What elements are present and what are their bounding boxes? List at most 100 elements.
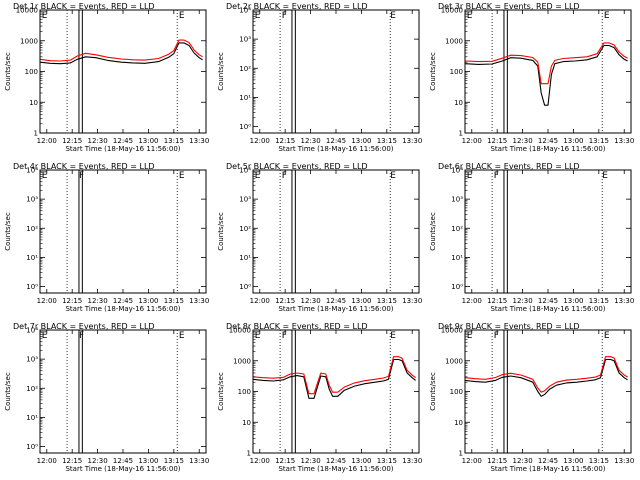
x-tick-label: 12:45 bbox=[113, 297, 133, 305]
x-tick-label: 13:15 bbox=[377, 457, 397, 465]
x-tick-label: 13:30 bbox=[189, 297, 209, 305]
x-tick-label: 12:00 bbox=[462, 297, 482, 305]
y-axis-label: Counts/sec bbox=[4, 372, 12, 411]
event-marker-label: F bbox=[282, 171, 287, 181]
x-tick-label: 12:15 bbox=[62, 297, 82, 305]
event-marker-label: E bbox=[390, 331, 396, 341]
event-marker-label: E bbox=[255, 11, 261, 21]
y-tick-label: 10⁰ bbox=[451, 283, 463, 291]
y-tick-label: 1 bbox=[34, 130, 38, 138]
y-axis-label: Counts/sec bbox=[4, 212, 12, 251]
event-marker-label: F bbox=[494, 171, 499, 181]
event-marker-label: F bbox=[282, 331, 287, 341]
y-tick-label: 10000 bbox=[441, 327, 463, 335]
x-tick-label: 12:00 bbox=[462, 137, 482, 145]
event-marker-label: E bbox=[390, 171, 396, 181]
x-tick-label: 12:00 bbox=[37, 137, 57, 145]
x-tick-label: 12:30 bbox=[87, 137, 107, 145]
x-tick-label: 12:45 bbox=[326, 297, 346, 305]
x-tick-label: 12:00 bbox=[37, 297, 57, 305]
y-tick-label: 100 bbox=[25, 68, 38, 76]
y-tick-label: 100 bbox=[450, 68, 463, 76]
y-tick-label: 10² bbox=[451, 225, 463, 233]
y-tick-label: 10¹ bbox=[239, 94, 251, 102]
chart-title: Det 1r BLACK = Events, RED = LLD bbox=[13, 2, 155, 11]
x-axis-label: Start Time (18-May-16 11:56:00) bbox=[65, 145, 180, 153]
series-line-lld bbox=[465, 42, 628, 85]
x-tick-label: 12:00 bbox=[250, 457, 270, 465]
x-tick-label: 12:15 bbox=[487, 457, 507, 465]
y-tick-label: 10¹ bbox=[26, 254, 38, 262]
x-tick-label: 12:15 bbox=[62, 137, 82, 145]
series-line-events bbox=[40, 42, 203, 65]
event-marker-label: E bbox=[42, 11, 48, 21]
x-tick-label: 13:15 bbox=[164, 297, 184, 305]
y-tick-label: 1 bbox=[459, 130, 463, 138]
x-tick-label: 12:30 bbox=[512, 457, 532, 465]
x-tick-label: 13:15 bbox=[589, 457, 609, 465]
x-tick-label: 12:45 bbox=[113, 457, 133, 465]
series-line-events bbox=[253, 358, 416, 399]
chart-title: Det 8r BLACK = Events, RED = LLD bbox=[226, 322, 368, 331]
event-marker-label: F bbox=[79, 331, 84, 341]
plot-frame bbox=[39, 329, 207, 454]
event-marker-label: E bbox=[179, 171, 185, 181]
x-tick-label: 12:30 bbox=[512, 137, 532, 145]
x-tick-label: 13:30 bbox=[189, 137, 209, 145]
x-tick-label: 12:45 bbox=[538, 457, 558, 465]
plot-frame bbox=[39, 169, 207, 294]
event-marker-label: E bbox=[467, 11, 473, 21]
x-axis-label: Start Time (18-May-16 11:56:00) bbox=[490, 465, 605, 473]
y-tick-label: 10000 bbox=[229, 327, 251, 335]
plot-frame bbox=[252, 169, 420, 294]
y-axis-label: Counts/sec bbox=[429, 52, 437, 91]
x-tick-label: 13:15 bbox=[589, 297, 609, 305]
y-tick-label: 10² bbox=[239, 225, 251, 233]
y-tick-label: 1 bbox=[459, 450, 463, 458]
event-marker-label: E bbox=[390, 11, 396, 21]
y-tick-label: 10⁰ bbox=[26, 283, 38, 291]
y-tick-label: 10¹ bbox=[451, 254, 463, 262]
y-axis-label: Counts/sec bbox=[217, 52, 225, 91]
y-tick-label: 10000 bbox=[441, 7, 463, 15]
chart-title: Det 4r BLACK = Events, RED = LLD bbox=[13, 162, 155, 171]
y-tick-label: 1000 bbox=[20, 37, 38, 45]
x-axis-label: Start Time (18-May-16 11:56:00) bbox=[65, 465, 180, 473]
event-marker-label: E bbox=[179, 11, 185, 21]
x-tick-label: 13:30 bbox=[402, 457, 422, 465]
x-tick-label: 13:30 bbox=[189, 457, 209, 465]
x-axis-label: Start Time (18-May-16 11:56:00) bbox=[65, 305, 180, 313]
x-tick-label: 13:00 bbox=[563, 297, 583, 305]
x-tick-label: 12:15 bbox=[275, 457, 295, 465]
y-tick-label: 10000 bbox=[16, 7, 38, 15]
series-line-lld bbox=[40, 39, 203, 62]
x-tick-label: 13:00 bbox=[563, 457, 583, 465]
y-tick-label: 100 bbox=[450, 388, 463, 396]
series-line-events bbox=[465, 44, 628, 106]
x-tick-label: 12:45 bbox=[326, 457, 346, 465]
x-tick-label: 12:30 bbox=[87, 297, 107, 305]
x-tick-label: 12:00 bbox=[250, 297, 270, 305]
y-tick-label: 10³ bbox=[239, 196, 251, 204]
series-line-lld bbox=[253, 356, 416, 395]
x-tick-label: 13:30 bbox=[614, 297, 634, 305]
y-tick-label: 10⁴ bbox=[26, 327, 38, 335]
y-axis-label: Counts/sec bbox=[4, 52, 12, 91]
x-tick-label: 12:15 bbox=[275, 297, 295, 305]
y-tick-label: 1000 bbox=[233, 357, 251, 365]
y-tick-label: 10 bbox=[454, 99, 463, 107]
y-tick-label: 10³ bbox=[239, 36, 251, 44]
event-marker-label: E bbox=[604, 11, 610, 21]
y-tick-label: 10 bbox=[242, 419, 251, 427]
event-marker-label: E bbox=[179, 331, 185, 341]
x-tick-label: 13:00 bbox=[138, 457, 158, 465]
series-line-events bbox=[465, 358, 628, 397]
series-line-lld bbox=[465, 356, 628, 393]
